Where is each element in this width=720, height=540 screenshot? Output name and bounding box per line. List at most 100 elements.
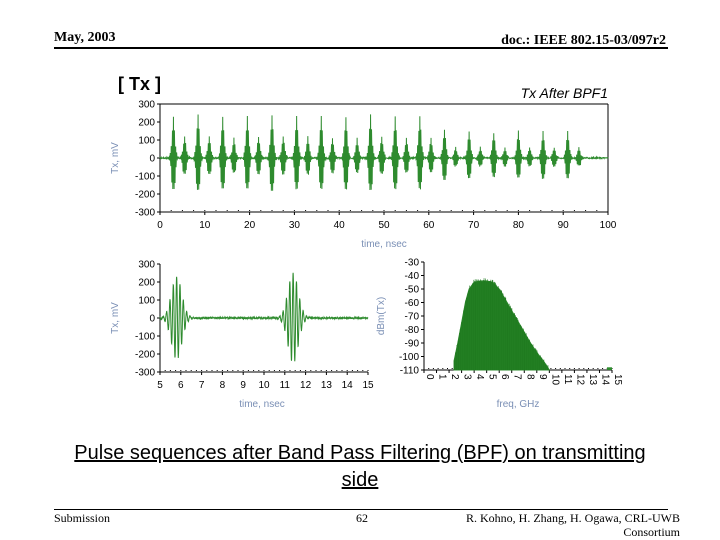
chart-2-xtick-label: 15 (612, 374, 623, 386)
chart-1-minor-tick (284, 370, 286, 371)
chart-0-minor-tick (159, 210, 161, 211)
chart-1-minor-tick (242, 370, 244, 371)
footer-rule (54, 509, 668, 510)
chart-0-ytick-label: 300 (138, 100, 155, 111)
chart-0-minor-tick (529, 210, 531, 211)
chart-0-xtick-label: 40 (334, 220, 346, 231)
chart-1-waveform (159, 272, 369, 362)
chart-2-minor-tick (437, 368, 439, 369)
chart-0-minor-tick (607, 210, 609, 211)
chart-0-minor-tick (282, 210, 284, 211)
chart-1-minor-tick (216, 370, 218, 371)
chart-2-minor-tick (423, 368, 425, 369)
chart-1-minor-tick (169, 370, 171, 371)
header-date: May, 2003 (54, 30, 116, 45)
chart-1-minor-tick (346, 370, 348, 371)
chart-0-minor-tick (349, 210, 351, 211)
chart-2-xtick-label: 5 (487, 374, 498, 380)
chart-2-minor-tick (573, 368, 575, 369)
chart-1-ytick-label: -200 (135, 350, 155, 361)
chart-0-minor-tick (305, 210, 307, 211)
chart-0-waveform (159, 114, 609, 191)
chart-0-xtick-label: 30 (289, 220, 301, 231)
chart-1-ytick-label: -300 (135, 368, 155, 379)
chart-0-x-label: time, nsec (361, 239, 407, 250)
chart-0-title: Tx After BPF1 (521, 85, 608, 101)
chart-1-xtick-label: 15 (362, 380, 374, 391)
chart-1-minor-tick (195, 370, 197, 371)
chart-2-minor-tick (555, 368, 557, 369)
chart-2-xtick-label: 13 (587, 374, 598, 386)
chart-1-minor-tick (206, 370, 208, 371)
chart-1-minor-tick (237, 370, 239, 371)
chart-0-minor-tick (361, 210, 363, 211)
chart-1-xtick-label: 13 (321, 380, 333, 391)
chart-2-xtick-label: 10 (549, 374, 560, 386)
chart-2-minor-tick (592, 368, 594, 369)
chart-2-xtick-label: 1 (437, 374, 448, 380)
chart-1-minor-tick (164, 370, 166, 371)
chart-2-minor-tick (451, 368, 453, 369)
chart-1-minor-tick (201, 370, 203, 371)
chart-1-minor-tick (336, 370, 338, 371)
footer-submission: Submission (54, 511, 111, 525)
chart-1-minor-tick (185, 370, 187, 371)
chart-0-xtick-label: 20 (244, 220, 256, 231)
chart-1-minor-tick (175, 370, 177, 371)
chart-1-xtick-label: 11 (280, 380, 291, 391)
chart-1-minor-tick (289, 370, 291, 371)
chart-0-minor-tick (372, 210, 374, 211)
chart-0-xtick-label: 60 (423, 220, 435, 231)
chart-1-minor-tick (351, 370, 353, 371)
chart-0-minor-tick (271, 210, 273, 211)
chart-0-minor-tick (573, 210, 575, 211)
chart-2-ytick-label: -70 (405, 312, 420, 323)
chart-0-minor-tick (226, 210, 228, 211)
chart-0-minor-tick (338, 210, 340, 211)
chart-2-minor-tick (428, 368, 430, 369)
chart-1-xtick-label: 6 (178, 380, 184, 391)
chart-1-minor-tick (279, 370, 281, 371)
chart-2-x-label: freq, GHz (497, 399, 540, 410)
chart-0-minor-tick (193, 210, 195, 211)
chart-1-minor-tick (247, 370, 249, 371)
chart-1-minor-tick (320, 370, 322, 371)
chart-0-minor-tick (461, 210, 463, 211)
chart-1-minor-tick (227, 370, 229, 371)
chart-0-ytick-label: -300 (135, 208, 155, 219)
chart-2-y-label: dBm(Tx) (376, 297, 387, 335)
chart-1-xtick-label: 10 (258, 380, 270, 391)
chart-0-minor-tick (316, 210, 318, 211)
chart-2-xtick-label: 0 (424, 374, 435, 380)
chart-1-minor-tick (294, 370, 296, 371)
chart-2-minor-tick (578, 368, 580, 369)
chart-0-ytick-label: 0 (149, 154, 155, 165)
chart-0-xtick-label: 90 (558, 220, 570, 231)
chart-0-minor-tick (551, 210, 553, 211)
chart-2-ytick-label: -80 (405, 325, 420, 336)
chart-1-minor-tick (190, 370, 192, 371)
chart-1-minor-tick (367, 370, 369, 371)
chart-0-minor-tick (450, 210, 452, 211)
chart-0-minor-tick (439, 210, 441, 211)
chart-0-minor-tick (394, 210, 396, 211)
chart-0-minor-tick (562, 210, 564, 211)
chart-0-xtick-label: 100 (600, 220, 617, 231)
chart-2-ytick-label: -90 (405, 339, 420, 350)
chart-2-minor-tick (602, 368, 604, 369)
chart-1-minor-tick (310, 370, 312, 371)
chart-1-minor-tick (268, 370, 270, 371)
chart-0-minor-tick (260, 210, 262, 211)
chart-1-minor-tick (341, 370, 343, 371)
chart-2-ytick-label: -30 (405, 258, 420, 269)
chart-0-minor-tick (506, 210, 508, 211)
footer-page-number: 62 (356, 511, 368, 525)
chart-0-minor-tick (237, 210, 239, 211)
chart-1-ytick-label: 300 (138, 260, 155, 271)
chart-0-minor-tick (417, 210, 419, 211)
chart-2-ytick-label: -50 (405, 285, 420, 296)
chart-0-minor-tick (181, 210, 183, 211)
chart-1-minor-tick (305, 370, 307, 371)
chart-2-ytick-label: -100 (399, 352, 419, 363)
